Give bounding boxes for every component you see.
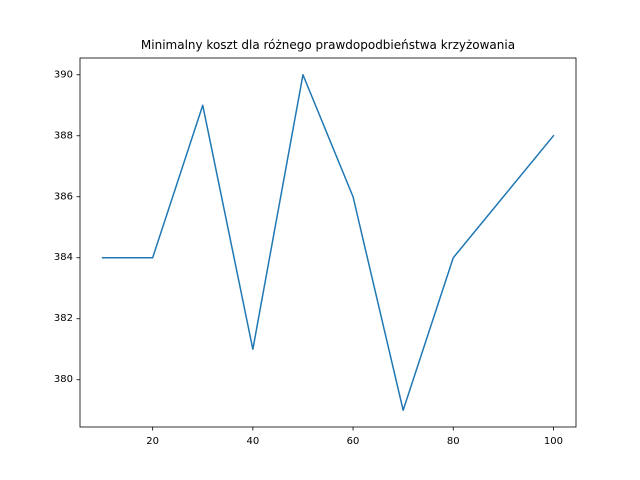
y-tick-label: 390 (54, 69, 73, 80)
x-axis: 20 40 60 80 100 (146, 427, 563, 447)
y-tick-label: 380 (54, 374, 73, 385)
x-tick-label: 80 (447, 436, 460, 447)
plot-frame (79, 57, 577, 428)
y-tick-label: 384 (54, 252, 73, 263)
chart-title: Minimalny koszt dla różnego prawdopodbie… (141, 38, 515, 52)
x-tick-label: 20 (146, 436, 159, 447)
y-axis: 380 382 384 386 388 390 (54, 69, 80, 385)
series-line (101, 74, 555, 411)
series-layer (101, 74, 555, 411)
x-tick-label: 40 (246, 436, 259, 447)
x-tick-label: 60 (347, 436, 360, 447)
x-tick-label: 100 (544, 436, 563, 447)
y-tick-label: 388 (54, 130, 73, 141)
y-tick-label: 386 (54, 191, 73, 202)
y-tick-label: 382 (54, 313, 73, 324)
plot-area (80, 58, 576, 427)
